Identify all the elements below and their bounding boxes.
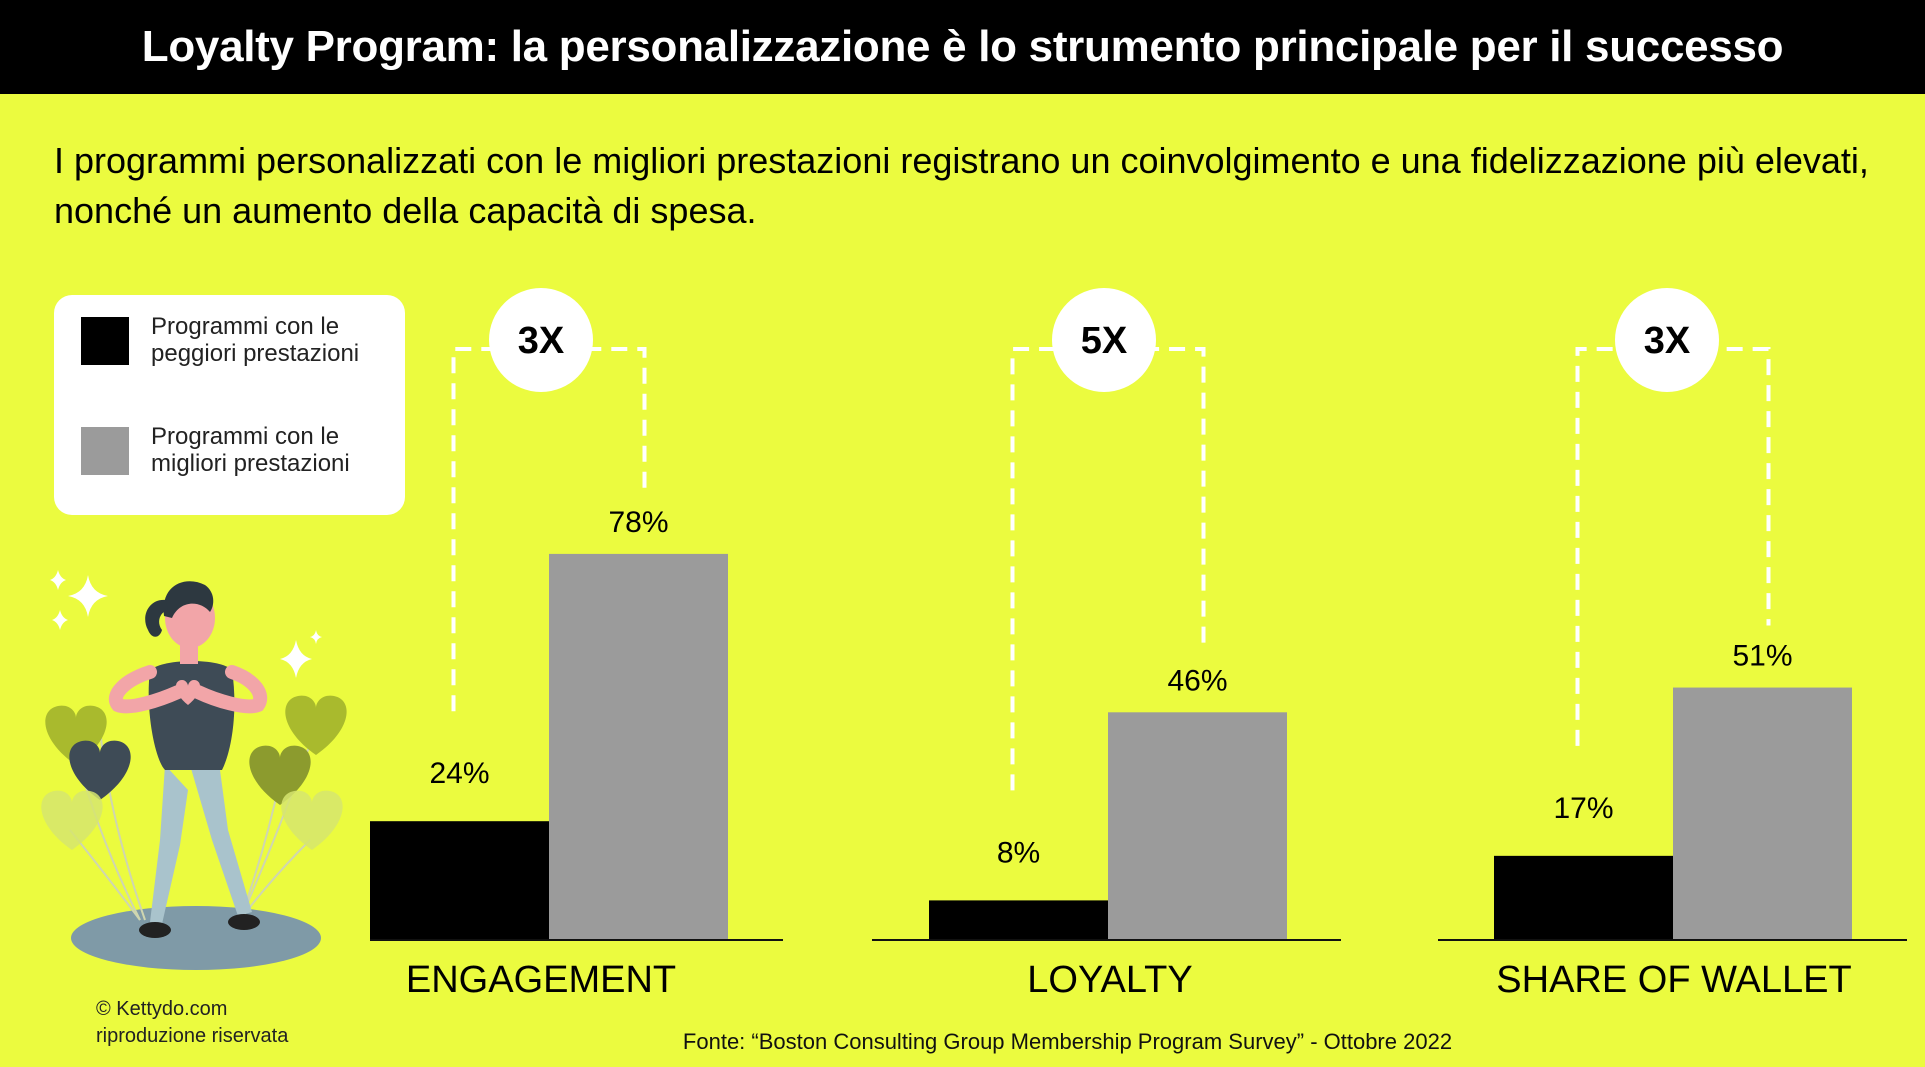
bracket-1 bbox=[1010, 347, 1206, 791]
data-label-worst-2: 17% bbox=[1553, 792, 1613, 825]
bar-worst-2 bbox=[1494, 855, 1673, 940]
multiplier-label-2: 3X bbox=[1644, 320, 1691, 362]
multiplier-label-0: 3X bbox=[518, 320, 565, 362]
legend-label-best: Programmi con le migliori prestazioni bbox=[151, 423, 401, 477]
multiplier-badge-2 bbox=[1615, 288, 1719, 392]
category-label-0: ENGAGEMENT bbox=[406, 959, 676, 1001]
data-label-best-2: 51% bbox=[1732, 640, 1792, 673]
bar-best-0 bbox=[549, 553, 728, 940]
data-label-worst-0: 24% bbox=[429, 757, 489, 790]
heart-balloon-icon bbox=[41, 790, 103, 850]
bar-worst-1 bbox=[929, 900, 1108, 940]
page-title: Loyalty Program: la personalizzazione è … bbox=[141, 22, 1784, 71]
source-text: Fonte: “Boston Consulting Group Membersh… bbox=[682, 1029, 1453, 1054]
data-label-best-1: 46% bbox=[1167, 664, 1227, 697]
bar-best-2 bbox=[1673, 687, 1852, 940]
bracket-2 bbox=[1575, 347, 1771, 746]
heart-balloon-icon bbox=[249, 745, 311, 805]
multiplier-label-1: 5X bbox=[1081, 320, 1128, 362]
legend-swatch-worst bbox=[81, 317, 129, 365]
legend: Programmi con le peggiori prestazioni Pr… bbox=[54, 295, 405, 515]
woman-with-balloons-illustration bbox=[41, 570, 347, 970]
rights-text: riproduzione riservata bbox=[96, 1025, 289, 1047]
header-bar: Loyalty Program: la personalizzazione è … bbox=[0, 0, 1925, 94]
legend-label-best-line1: Programmi con le bbox=[151, 423, 340, 450]
sparkle-icon bbox=[68, 575, 108, 617]
heart-balloon-icon bbox=[281, 790, 343, 850]
sparkle-icon bbox=[50, 570, 66, 590]
sparkle-icon bbox=[52, 610, 68, 630]
category-label-2: SHARE OF WALLET bbox=[1496, 959, 1851, 1001]
copyright-text: © Kettydo.com bbox=[96, 998, 228, 1020]
sparkle-icon bbox=[310, 630, 322, 644]
category-label-1: LOYALTY bbox=[1027, 959, 1192, 1001]
legend-label-worst-line2: peggiori prestazioni bbox=[151, 340, 360, 367]
multiplier-badge-0 bbox=[489, 288, 593, 392]
data-label-best-0: 78% bbox=[608, 506, 668, 539]
bar-worst-0 bbox=[370, 821, 549, 940]
multiplier-badge-1 bbox=[1052, 288, 1156, 392]
sparkle-icon bbox=[280, 640, 312, 678]
legend-label-best-line2: migliori prestazioni bbox=[151, 450, 350, 477]
heart-balloon-icon bbox=[285, 695, 347, 755]
bar-best-1 bbox=[1108, 712, 1287, 940]
data-label-worst-1: 8% bbox=[997, 836, 1040, 869]
page-subtitle: I programmi personalizzati con le miglio… bbox=[54, 140, 1869, 231]
legend-label-worst-line1: Programmi con le bbox=[151, 313, 340, 340]
heart-balloon-icon bbox=[69, 740, 131, 800]
hand-heart-icon bbox=[175, 680, 201, 705]
legend-swatch-best bbox=[81, 427, 129, 475]
legend-label-worst: Programmi con le peggiori prestazioni bbox=[151, 313, 401, 367]
